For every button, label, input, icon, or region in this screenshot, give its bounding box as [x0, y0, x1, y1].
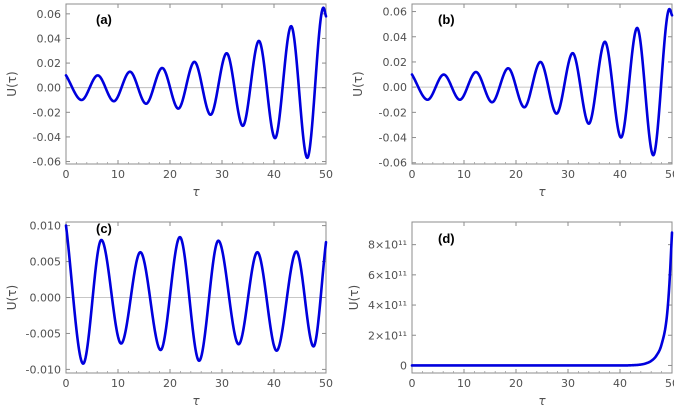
x-axis-label: τ	[192, 185, 200, 199]
x-tick-label: 0	[409, 168, 416, 181]
series-line-0	[64, 6, 328, 160]
x-tick-label: 20	[163, 377, 177, 390]
y-tick-label: 0.010	[30, 220, 62, 233]
y-tick-label: 0.005	[30, 256, 62, 269]
series-line-0	[64, 224, 328, 365]
y-tick-label: 0.06	[37, 8, 62, 21]
panel-label: (c)	[96, 221, 112, 236]
x-tick-label: 40	[267, 377, 281, 390]
x-tick-label: 10	[111, 377, 125, 390]
x-axis-label: τ	[538, 185, 546, 199]
y-tick-label: -0.010	[26, 363, 61, 376]
y-tick-label: -0.04	[33, 131, 61, 144]
panel-b: 0 10 20 30 40 50 -0.06 -0.04 -0.02 0.00 0.02 0.04 0.…	[351, 3, 674, 199]
plot-frame	[411, 3, 673, 165]
x-tick-label: 10	[111, 168, 125, 181]
y-tick-label: -0.02	[379, 106, 407, 119]
panel-label: (a)	[96, 12, 112, 27]
y-tick-label: 0	[400, 359, 407, 372]
y-axis-label: U(τ)	[351, 71, 365, 96]
x-tick-label: 0	[409, 377, 416, 390]
y-tick-label: 0.02	[383, 56, 408, 69]
y-tick-label: -0.005	[26, 327, 61, 340]
panel-a: 0 10 20 30 40 50 -0.06 -0.04 -0.02 0.00 0.02 0.04 0.…	[5, 3, 333, 199]
x-tick-label: 20	[163, 168, 177, 181]
x-tick-label: 20	[509, 377, 523, 390]
x-tick-label: 50	[319, 377, 333, 390]
y-axis-label: U(τ)	[347, 285, 361, 310]
y-tick-label: 0.04	[37, 32, 62, 45]
y-tick-label: 8×10¹¹	[368, 239, 407, 252]
x-axis-label: τ	[538, 394, 546, 408]
panel-d: 0 10 20 30 40 50 0 2×10¹¹ 4×10¹¹ 6×10¹¹ 8×10¹¹ τ U(τ…	[347, 221, 674, 408]
y-tick-label: -0.06	[33, 156, 61, 169]
series-line-0	[410, 231, 674, 367]
x-axis-label: τ	[192, 394, 200, 408]
x-tick-label: 50	[665, 168, 674, 181]
x-tick-label: 0	[63, 168, 70, 181]
series-line-0	[410, 7, 674, 157]
y-tick-label: 0.06	[383, 6, 408, 19]
y-tick-label: 0.000	[30, 292, 62, 305]
y-tick-label: -0.06	[379, 157, 407, 170]
x-tick-label: 10	[457, 168, 471, 181]
y-tick-label: 6×10¹¹	[368, 269, 407, 282]
x-tick-label: 30	[561, 377, 575, 390]
y-axis-label: U(τ)	[5, 71, 19, 96]
x-tick-label: 30	[215, 168, 229, 181]
y-tick-label: 0.00	[37, 82, 62, 95]
y-axis-label: U(τ)	[5, 285, 19, 310]
plot-frame	[65, 3, 327, 165]
x-tick-label: 30	[561, 168, 575, 181]
y-tick-label: 0.00	[383, 81, 408, 94]
y-tick-label: 0.02	[37, 57, 62, 70]
y-tick-label: 2×10¹¹	[368, 329, 407, 342]
panel-label: (d)	[438, 231, 455, 246]
x-tick-label: 40	[613, 377, 627, 390]
x-tick-label: 50	[665, 377, 674, 390]
x-tick-label: 50	[319, 168, 333, 181]
y-tick-label: -0.02	[33, 106, 61, 119]
x-tick-label: 40	[267, 168, 281, 181]
x-tick-label: 0	[63, 377, 70, 390]
x-tick-label: 30	[215, 377, 229, 390]
y-tick-label: -0.04	[379, 132, 407, 145]
x-tick-label: 10	[457, 377, 471, 390]
x-tick-label: 40	[613, 168, 627, 181]
x-tick-label: 20	[509, 168, 523, 181]
y-tick-label: 4×10¹¹	[368, 299, 407, 312]
panel-c: 0 10 20 30 40 50 -0.010 -0.005 0.000 0.005 0.010 τ U…	[5, 220, 333, 408]
y-tick-label: 0.04	[383, 31, 408, 44]
panel-label: (b)	[438, 12, 455, 27]
plot-frame	[411, 221, 673, 374]
